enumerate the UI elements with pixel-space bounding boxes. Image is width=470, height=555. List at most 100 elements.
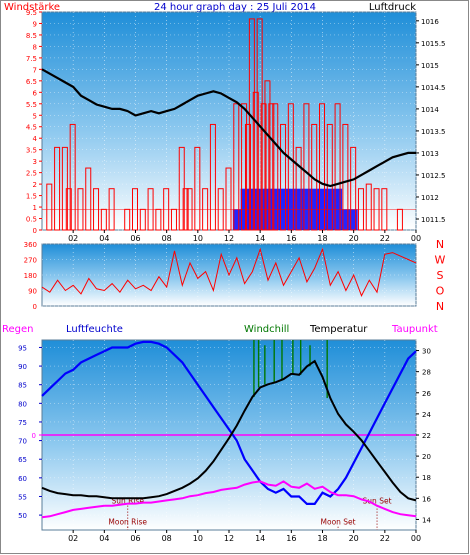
humidity-line <box>41 340 417 505</box>
wind-bar <box>85 167 92 231</box>
wind-bar <box>268 103 275 231</box>
wind-bar <box>46 183 53 231</box>
wind-bar <box>295 146 302 231</box>
climate-x-tick-label: 02 <box>68 534 78 543</box>
humidity-tick-label: 80 <box>18 400 27 408</box>
pressure-tick-label: 1011.5 <box>421 216 446 224</box>
dewpoint-label: Taupunkt <box>391 324 438 335</box>
humidity-tick-label: 60 <box>18 475 27 483</box>
gust-bar <box>232 209 241 230</box>
wind-bar <box>233 103 240 231</box>
pressure-tick-label: 1014.5 <box>421 84 446 92</box>
wind-bar <box>334 103 341 231</box>
direction-tick-label: 0 <box>33 303 37 311</box>
wind-pressure-x-tick-label: 06 <box>130 234 140 243</box>
wind-pressure-x-tick-label: 20 <box>349 234 359 243</box>
compass-letter: O <box>436 285 445 298</box>
windchill-label: Windchill <box>244 324 289 335</box>
rain-label: Regen <box>2 324 34 335</box>
wind-tick-label: 2 <box>33 181 37 189</box>
pressure-tick-label: 1012 <box>421 194 439 202</box>
wind-pressure-x-tick-label: 16 <box>286 234 296 243</box>
wind-pressure-x-tick-label: 12 <box>224 234 234 243</box>
wind-tick-label: 4.5 <box>26 124 37 132</box>
pressure-tick-label: 1014 <box>421 106 439 114</box>
rain-tick-label: 0 <box>32 432 36 440</box>
wind-tick-label: 8 <box>33 43 37 51</box>
wind-bar <box>244 123 251 231</box>
wind-tick-label: 7.5 <box>26 55 37 63</box>
climate-x-tick-label: 18 <box>317 534 327 543</box>
climate-lines <box>41 340 417 519</box>
wind-tick-label: 7 <box>33 66 37 74</box>
wind-bar <box>303 103 310 231</box>
humidity-tick-label: 50 <box>18 512 27 520</box>
humidity-tick-label: 70 <box>18 438 27 446</box>
temperature-tick-label: 14 <box>422 516 431 524</box>
climate-x-tick-label: 14 <box>255 534 265 543</box>
wind-bar <box>280 123 287 231</box>
wind-bar <box>272 103 279 231</box>
temperature-tick-label: 20 <box>422 453 431 461</box>
wind-tick-label: 3.5 <box>26 147 37 155</box>
compass-letter: N <box>436 238 444 251</box>
pressure-tick-label: 1015.5 <box>421 40 446 48</box>
humidity-tick-label: 75 <box>18 419 27 427</box>
wind-bar <box>342 123 349 231</box>
climate-x-tick-label: 00 <box>411 534 421 543</box>
wind-tick-label: 0 <box>33 227 37 235</box>
temperature-tick-label: 28 <box>422 369 431 377</box>
wind-bar <box>209 123 216 231</box>
wind-pressure-x-axis: 02 04 06 08 10 12 14 16 18 20 22 00 <box>68 230 421 243</box>
wind-bar <box>260 103 267 231</box>
rain-line-group: 0 <box>32 432 416 440</box>
wind-tick-label: 6 <box>33 89 38 97</box>
humidity-tick-label: 85 <box>18 382 27 390</box>
wind-direction-axis: 0 90 180 270 360 <box>24 241 37 311</box>
climate-x-tick-label: 10 <box>193 534 203 543</box>
windchill-spikes <box>253 340 328 399</box>
wind-tick-label: 3 <box>33 158 37 166</box>
wind-tick-label: 1 <box>33 204 37 212</box>
wind-tick-label: 0.5 <box>26 216 37 224</box>
wind-bar <box>365 183 372 231</box>
wind-tick-label: 8.5 <box>26 32 37 40</box>
direction-tick-label: 360 <box>24 241 37 249</box>
climate-x-tick-label: 16 <box>286 534 296 543</box>
temperature-tick-label: 16 <box>422 495 431 503</box>
pressure-tick-label: 1015 <box>421 62 439 70</box>
compass-letter: N <box>436 300 444 313</box>
humidity-tick-label: 65 <box>18 456 27 464</box>
humidity-tick-label: 90 <box>18 363 27 371</box>
wind-pressure-x-tick-label: 00 <box>411 234 421 243</box>
event-label: Sun Set <box>363 497 392 506</box>
climate-x-tick-label: 20 <box>349 534 359 543</box>
pressure-line <box>41 68 416 188</box>
event-label: Moon Set <box>321 518 356 527</box>
temperature-axis: 14 16 18 20 22 24 26 28 30 <box>416 348 431 524</box>
wind-pressure-x-tick-label: 08 <box>162 234 172 243</box>
wind-bar <box>248 18 255 231</box>
wind-tick-label: 4 <box>33 135 38 143</box>
dewpoint-line <box>41 480 417 519</box>
wind-pressure-x-tick-label: 02 <box>68 234 78 243</box>
temperature-tick-label: 26 <box>422 390 431 398</box>
header-title: 24 hour graph day : 25 Juli 2014 <box>154 2 316 13</box>
temperature-tick-label: 22 <box>422 432 431 440</box>
temperature-line <box>41 359 417 502</box>
wind-pressure-grid <box>42 11 417 231</box>
direction-tick-label: 270 <box>24 257 37 265</box>
gust-bar <box>349 209 358 230</box>
pressure-tick-label: 1013.5 <box>421 128 446 136</box>
temperature-tick-label: 18 <box>422 474 431 482</box>
sun-moon-events: Sun Rise Sun Set Moon Rise Moon Set <box>108 497 392 530</box>
wind-pressure-x-tick-label: 22 <box>380 234 390 243</box>
humidity-label: Luftfeuchte <box>66 324 123 335</box>
climate-x-axis: 02 04 06 08 10 12 14 16 18 20 22 00 <box>68 530 421 543</box>
wind-tick-label: 1.5 <box>26 193 37 201</box>
humidity-tick-label: 55 <box>18 493 27 501</box>
pressure-line-group <box>41 68 416 188</box>
header-left-label: Windstärke <box>4 2 60 13</box>
